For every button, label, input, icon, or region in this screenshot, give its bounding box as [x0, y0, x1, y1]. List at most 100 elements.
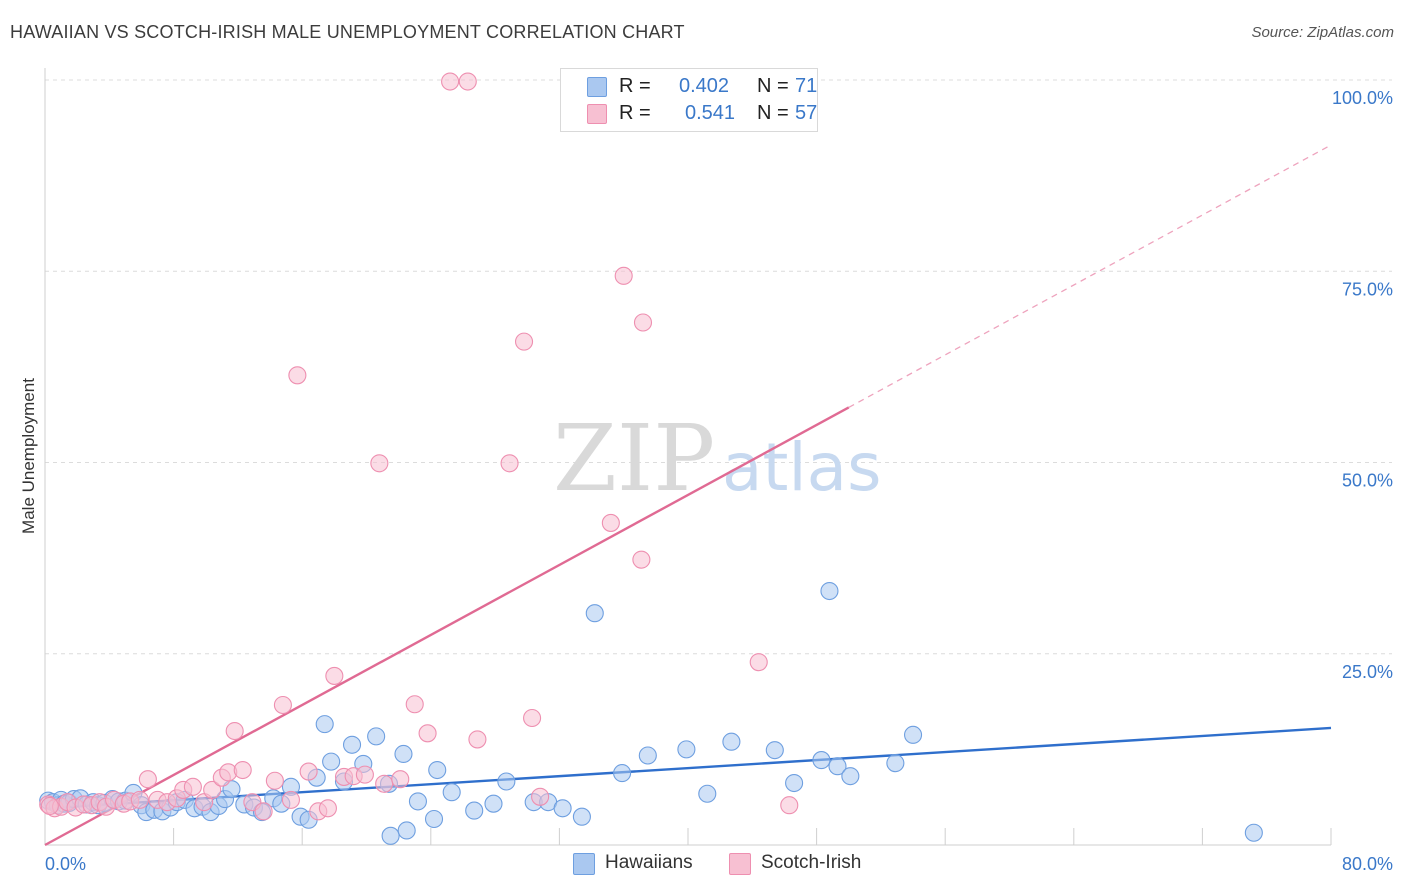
scotch-irish-point [749, 653, 768, 672]
scotch-irish-point [418, 724, 437, 743]
y-tick-label: 75.0% [1342, 279, 1393, 299]
legend-swatch-scotch-irish [587, 104, 607, 124]
legend-n-label: N = [757, 102, 789, 124]
legend: R = 0.402 N = 71 R = 0.541 N = 57 [560, 68, 818, 132]
hawaiians-point [408, 792, 427, 811]
hawaiians-point [465, 801, 484, 820]
tick-labels: 25.0% 50.0% 75.0% 100.0% 0.0% 80.0% [45, 88, 1393, 874]
scotch-irish-point [225, 721, 244, 741]
hawaiians-point [677, 740, 696, 759]
y-tick-label: 100.0% [1332, 88, 1393, 108]
legend-swatch-hawaiians [587, 77, 607, 97]
scotch-irish-point [318, 799, 337, 818]
scotch-irish-point [633, 313, 653, 332]
scotch-irish-point [468, 730, 487, 749]
hawaiians-point [553, 799, 572, 818]
hawaiians-point [903, 725, 923, 744]
scotch-irish-point [458, 72, 477, 91]
hawaiians-point [367, 727, 386, 746]
hawaiians-point [638, 746, 657, 765]
scotch-irish-point [405, 695, 424, 714]
hawaiians-trend-line [44, 726, 1332, 810]
hawaiians-point [886, 754, 905, 773]
hawaiians-point [342, 735, 362, 754]
hawaiians-point [698, 784, 717, 803]
scotch-irish-point [299, 762, 318, 781]
data-points [39, 72, 1263, 845]
scotch-irish-point [391, 770, 410, 789]
scotch-irish-point [233, 760, 252, 780]
hawaiians-point [765, 741, 784, 760]
scotch-irish-point [523, 708, 542, 728]
trend-lines [44, 144, 1332, 847]
legend-n-value: 71 [795, 75, 818, 97]
scotch-irish-point [355, 765, 374, 784]
hawaiians-point [722, 732, 741, 751]
x-tick-label: 80.0% [1342, 854, 1393, 874]
chart-title: HAWAIIAN VS SCOTCH-IRISH MALE UNEMPLOYME… [10, 22, 685, 42]
legend-r-label: R = [619, 102, 651, 124]
legend-n-value: 57 [795, 102, 818, 124]
hawaiians-point [785, 773, 804, 793]
hawaiians-point [497, 772, 516, 791]
scotch-irish-trend-line [44, 406, 850, 847]
scotch-irish-trend-line-extension [848, 144, 1332, 408]
scotch-irish-point [288, 366, 307, 385]
hawaiians-point [428, 760, 447, 780]
legend-r-value: 0.402 [679, 75, 730, 97]
scotch-irish-point [281, 790, 300, 809]
hawaiians-point [322, 752, 341, 771]
scotch-irish-point [265, 771, 284, 790]
hawaiians-point [572, 807, 591, 826]
source-label: Source: ZipAtlas.com [1251, 24, 1394, 41]
hawaiians-point [484, 794, 503, 813]
scotch-irish-point [203, 780, 222, 799]
hawaiians-point [424, 809, 444, 829]
hawaiians-point [394, 744, 413, 764]
hawaiians-point [585, 604, 604, 623]
scotch-irish-point [130, 790, 149, 809]
scotch-irish-point [254, 802, 273, 821]
hawaiians-point [828, 757, 847, 776]
scotch-irish-point [500, 454, 519, 473]
scotch-irish-point [531, 787, 550, 806]
legend-n-label: N = [757, 75, 789, 97]
scotch-irish-point [183, 777, 202, 796]
bottom-legend-label-hawaiians: Hawaiians [605, 852, 693, 873]
scotch-irish-point [514, 332, 534, 351]
hawaiians-point [812, 751, 831, 770]
scotch-irish-point [370, 454, 389, 473]
bottom-legend-swatch-hawaiians [573, 853, 595, 875]
y-tick-label: 50.0% [1342, 471, 1393, 491]
y-axis-label: Male Unemployment [19, 378, 38, 534]
watermark-atlas: atlas [722, 429, 882, 506]
hawaiians-point [315, 715, 334, 734]
legend-r-label: R = [619, 75, 651, 97]
hawaiians-point [613, 764, 632, 783]
x-tick-label: 0.0% [45, 854, 86, 874]
y-tick-label: 25.0% [1342, 662, 1393, 682]
legend-r-value: 0.541 [685, 102, 736, 124]
hawaiians-point [1244, 823, 1263, 842]
scotch-irish-point [375, 774, 394, 793]
hawaiians-point [381, 826, 400, 845]
hawaiians-point [397, 821, 416, 840]
hawaiians-point [820, 581, 839, 601]
watermark-zip: ZIP [553, 405, 715, 512]
axes [44, 68, 1331, 846]
hawaiians-point [442, 783, 461, 802]
scotch-irish-point [441, 72, 460, 91]
watermark: ZIP atlas [553, 405, 882, 512]
scotch-irish-point [780, 796, 799, 815]
scotch-irish-point [273, 695, 292, 715]
scotch-irish-point [601, 513, 620, 532]
scotch-irish-point [40, 796, 59, 816]
bottom-legend-label-scotch-irish: Scotch-Irish [761, 852, 862, 873]
scotch-irish-point [614, 266, 633, 285]
scotch-irish-point [138, 770, 157, 789]
scotch-irish-point [632, 550, 651, 569]
bottom-legend-swatch-scotch-irish [729, 853, 751, 875]
hawaiians-point [841, 767, 860, 786]
grid-lines [44, 79, 1392, 845]
